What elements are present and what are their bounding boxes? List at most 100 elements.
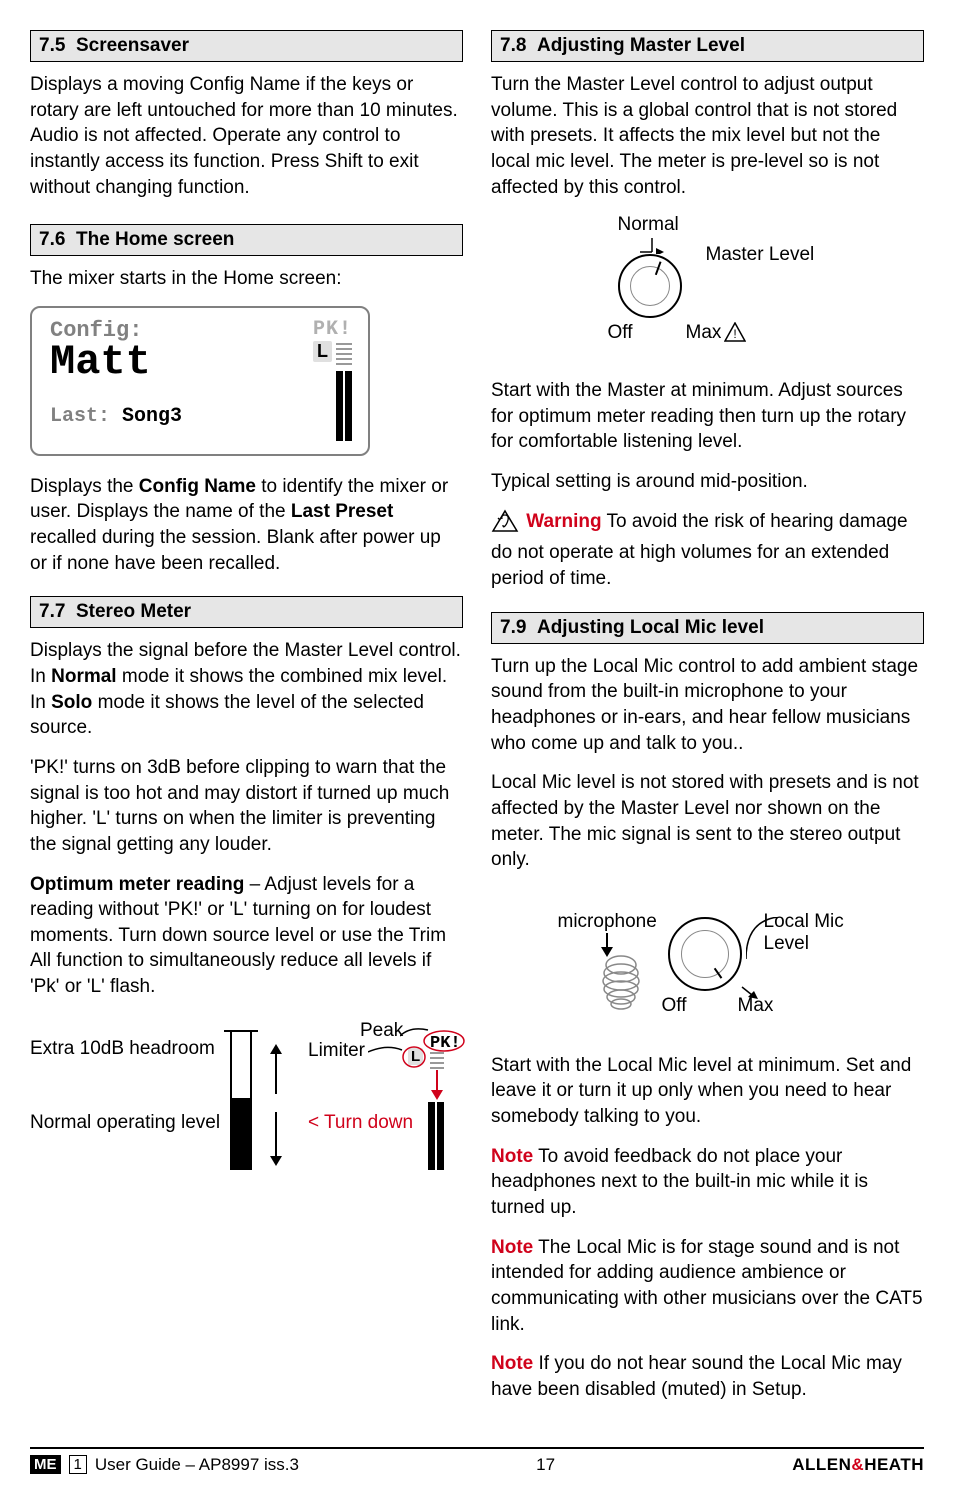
off-label: Off: [608, 322, 633, 344]
mic-knob-inner: [681, 930, 729, 978]
mic-down-arrow-icon: [600, 933, 614, 957]
local-curve-icon: [746, 917, 780, 961]
p78-b: Start with the Master at minimum. Adjust…: [491, 378, 924, 455]
brand-heath: HEATH: [864, 1455, 924, 1474]
max-label: Max: [686, 322, 722, 344]
brand-allen: ALLEN: [792, 1455, 851, 1474]
p77-a: Displays the signal before the Master Le…: [30, 638, 463, 741]
note-text: The Local Mic is for stage sound and is …: [491, 1237, 923, 1335]
limiter-row: L: [313, 341, 352, 365]
last-value: Song3: [122, 405, 182, 428]
meter-scale: [336, 343, 352, 365]
note-text: To avoid feedback do not place your head…: [491, 1146, 868, 1218]
down-arrow-icon: [266, 1112, 286, 1168]
footer-guide: User Guide – AP8997 iss.3: [95, 1455, 299, 1475]
section-num: 7.6: [39, 229, 65, 250]
note-label: Note: [491, 1146, 533, 1167]
warning-label: Warning: [526, 511, 601, 532]
top-cap: [224, 1030, 258, 1032]
p78-warning: Warning To avoid the risk of hearing dam…: [491, 509, 924, 592]
me-badge: ME: [30, 1455, 61, 1474]
section-title: Adjusting Master Level: [537, 35, 745, 56]
p78-a: Turn the Master Level control to adjust …: [491, 72, 924, 200]
pk-indicator: PK!: [313, 318, 352, 341]
turn-down-label: < Turn down: [308, 1112, 413, 1134]
section-7-9-head: 7.9 Adjusting Local Mic level: [491, 612, 924, 644]
meter-bars: [336, 371, 352, 441]
p79-b: Local Mic level is not stored with prese…: [491, 770, 924, 873]
limiter-circle-icon: [402, 1046, 426, 1068]
section-num: 7.9: [500, 617, 526, 638]
section-title: Screensaver: [76, 35, 189, 56]
section-title: Adjusting Local Mic level: [537, 617, 764, 638]
peak-connector: [400, 1024, 430, 1040]
section-7-5-head: 7.5 Screensaver: [30, 30, 463, 62]
up-arrow-icon: [266, 1044, 286, 1100]
microphone-icon: [600, 955, 642, 1015]
normal-label: Normal: [618, 214, 679, 236]
master-knob: [618, 254, 682, 318]
p79-note1: Note To avoid feedback do not place your…: [491, 1144, 924, 1221]
section-num: 7.8: [500, 35, 526, 56]
master-level-label: Master Level: [706, 244, 815, 266]
max-arrow-icon: [740, 983, 758, 999]
section-title: Stereo Meter: [76, 601, 191, 622]
right-column: 7.8 Adjusting Master Level Turn the Mast…: [491, 30, 924, 1417]
left-column: 7.5 Screensaver Displays a moving Config…: [30, 30, 463, 1417]
mic-off-label: Off: [662, 995, 687, 1017]
note-label: Note: [491, 1353, 533, 1374]
p77-b: 'PK!' turns on 3dB before clipping to wa…: [30, 755, 463, 858]
mic-knob: [668, 917, 742, 991]
me-one: 1: [69, 1455, 87, 1474]
t: Config Name: [139, 476, 256, 497]
section-num: 7.5: [39, 35, 65, 56]
p79-a: Turn up the Local Mic control to add amb…: [491, 654, 924, 757]
last-label: Last:: [50, 405, 110, 428]
red-down-arrow-icon: [428, 1070, 446, 1100]
t: Solo: [51, 692, 92, 713]
normal-level-label: Normal operating level: [30, 1112, 220, 1134]
limiter-l: L: [313, 341, 332, 362]
footer-left: ME 1 User Guide – AP8997 iss.3: [30, 1455, 299, 1475]
local-mic-label: Local Mic Level: [764, 911, 888, 955]
microphone-label: microphone: [558, 911, 657, 933]
home-screen-left: Config: Matt Last: Song3: [50, 318, 282, 444]
limiter-label: Limiter: [308, 1040, 365, 1062]
ear-warning-icon: [491, 509, 519, 541]
master-knob-diagram: Normal Master Level Off Max !: [578, 214, 838, 364]
mic-knob-diagram: microphone Local Mic Level Off Max: [528, 887, 888, 1037]
page-columns: 7.5 Screensaver Displays a moving Config…: [30, 30, 924, 1417]
home-screen-mock: Config: Matt Last: Song3 PK! L: [30, 306, 370, 456]
page-footer: ME 1 User Guide – AP8997 iss.3 17 ALLEN&H…: [30, 1447, 924, 1475]
left-bar-fill: [232, 1098, 250, 1168]
p79-note2: Note The Local Mic is for stage sound an…: [491, 1235, 924, 1338]
p79-c: Start with the Local Mic level at minimu…: [491, 1053, 924, 1130]
note-label: Note: [491, 1237, 533, 1258]
t: Last Preset: [291, 501, 393, 522]
p78-c: Typical setting is around mid-position.: [491, 469, 924, 495]
footer-page: 17: [536, 1455, 555, 1475]
section-title: The Home screen: [76, 229, 234, 250]
p76-body: Displays the Config Name to identify the…: [30, 474, 463, 577]
config-name: Matt: [50, 341, 282, 383]
p75-text: Displays a moving Config Name if the key…: [30, 72, 463, 200]
p79-note3: Note If you do not hear sound the Local …: [491, 1351, 924, 1402]
home-meter: PK! L: [282, 318, 352, 444]
t: Displays the: [30, 476, 139, 497]
t: Normal: [51, 666, 116, 687]
mini-scale: [430, 1052, 444, 1069]
peak-label: Peak: [360, 1020, 403, 1042]
p77-c: Optimum meter reading – Adjust levels fo…: [30, 872, 463, 1000]
knob-inner: [630, 266, 670, 306]
p76-intro: The mixer starts in the Home screen:: [30, 266, 463, 292]
stereo-meter-diagram: Extra 10dB headroom Normal operating lev…: [30, 1020, 470, 1190]
extra-headroom-label: Extra 10dB headroom: [30, 1038, 215, 1060]
normal-arrow-icon: [640, 234, 664, 254]
svg-text:!: !: [733, 327, 736, 341]
t: Optimum meter reading: [30, 874, 244, 895]
t: recalled during the session. Blank after…: [30, 527, 441, 574]
section-7-7-head: 7.7 Stereo Meter: [30, 596, 463, 628]
section-num: 7.7: [39, 601, 65, 622]
brand-amp: &: [851, 1455, 864, 1474]
brand: ALLEN&HEATH: [792, 1455, 924, 1475]
